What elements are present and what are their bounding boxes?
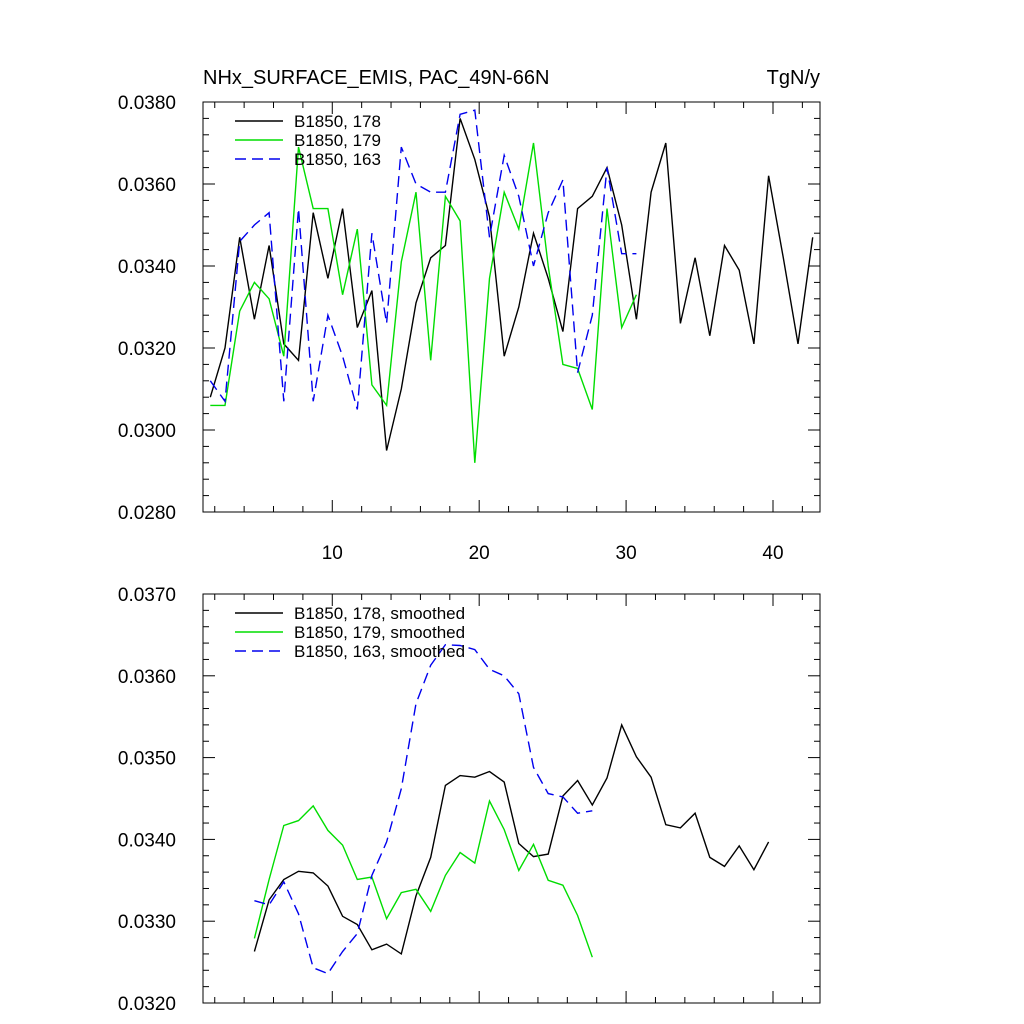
series-line (253, 798, 593, 958)
x-tick-label: 30 (616, 543, 637, 564)
y-tick-label: 0.0320 (118, 339, 176, 360)
series-line (253, 722, 770, 956)
y-tick-label: 0.0370 (118, 585, 176, 606)
y-tick-label: 0.0330 (118, 912, 176, 933)
legend-label: B1850, 163 (294, 150, 381, 169)
y-tick-label: 0.0300 (118, 421, 176, 442)
y-tick-label: 0.0360 (118, 667, 176, 688)
series-line (209, 118, 814, 451)
units-label: TgN/y (767, 67, 820, 89)
series-line (210, 142, 638, 463)
y-tick-label: 0.0340 (118, 830, 176, 851)
legend-label: B1850, 179 (294, 131, 381, 150)
y-tick-label: 0.0280 (118, 503, 176, 524)
y-tick-label: 0.0360 (118, 175, 176, 196)
bottom-panel: 0.0320 0.0330 0.0340 0.0350 0.0360 0.0370 B185… (118, 585, 821, 1015)
top-panel: 0.0280 0.0300 0.0320 0.0340 0.0360 0.0380 10 20… (118, 93, 821, 564)
legend-label: B1850, 178, smoothed (294, 604, 465, 623)
x-tick-label: 40 (762, 543, 783, 564)
x-tick-label: 10 (322, 543, 343, 564)
series-line (209, 109, 637, 410)
y-tick-label: 0.0340 (118, 257, 176, 278)
legend-label: B1850, 178 (294, 112, 381, 131)
plot-frame (202, 593, 821, 1004)
legend-label: B1850, 179, smoothed (294, 623, 465, 642)
plot-frame (202, 101, 821, 513)
x-tick-label: 20 (469, 543, 490, 564)
y-tick-label: 0.0320 (118, 994, 176, 1015)
y-tick-label: 0.0350 (118, 749, 176, 770)
y-tick-label: 0.0380 (118, 93, 176, 114)
series-line (254, 643, 593, 975)
chart-title: NHx_SURFACE_EMIS, PAC_49N-66N (203, 67, 549, 89)
legend-label: B1850, 163, smoothed (294, 642, 465, 661)
